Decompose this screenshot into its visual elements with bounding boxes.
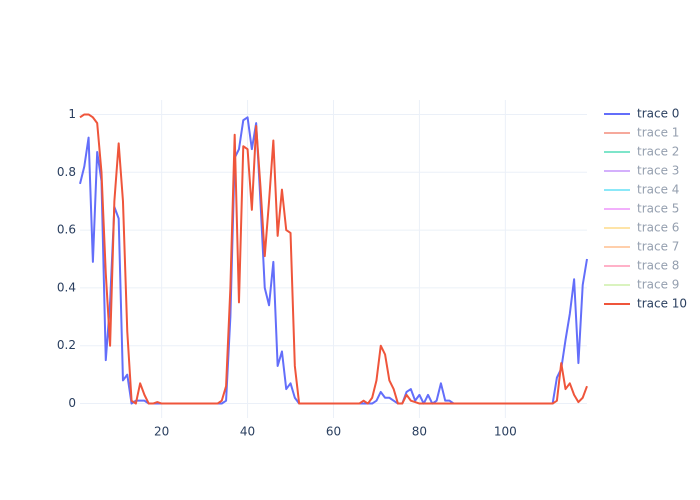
- legend-label[interactable]: trace 10: [637, 297, 687, 311]
- x-tick-label: 40: [240, 425, 255, 439]
- legend-label[interactable]: trace 0: [637, 107, 679, 121]
- y-tick-label: 0: [68, 396, 76, 410]
- line: [79, 113, 588, 405]
- legend-label[interactable]: trace 1: [637, 126, 679, 140]
- legend-label[interactable]: trace 8: [637, 259, 679, 273]
- y-tick-label: 0.6: [57, 223, 76, 237]
- y-tick-label: 0.4: [57, 280, 76, 294]
- legend-label[interactable]: trace 9: [637, 278, 679, 292]
- x-tick-label: 80: [412, 425, 427, 439]
- legend-label[interactable]: trace 2: [637, 145, 679, 159]
- x-tick-label: 60: [326, 425, 341, 439]
- y-tick-label: 0.8: [57, 165, 76, 179]
- x-tick-label: 20: [154, 425, 169, 439]
- y-tick-label: 0.2: [57, 338, 76, 352]
- legend-label[interactable]: trace 3: [637, 164, 679, 178]
- x-tick-label: 100: [494, 425, 517, 439]
- legend-label[interactable]: trace 4: [637, 183, 679, 197]
- y-tick-label: 1: [68, 107, 76, 121]
- legend-label[interactable]: trace 6: [637, 221, 679, 235]
- legend-label[interactable]: trace 7: [637, 240, 679, 254]
- legend-label[interactable]: trace 5: [637, 202, 679, 216]
